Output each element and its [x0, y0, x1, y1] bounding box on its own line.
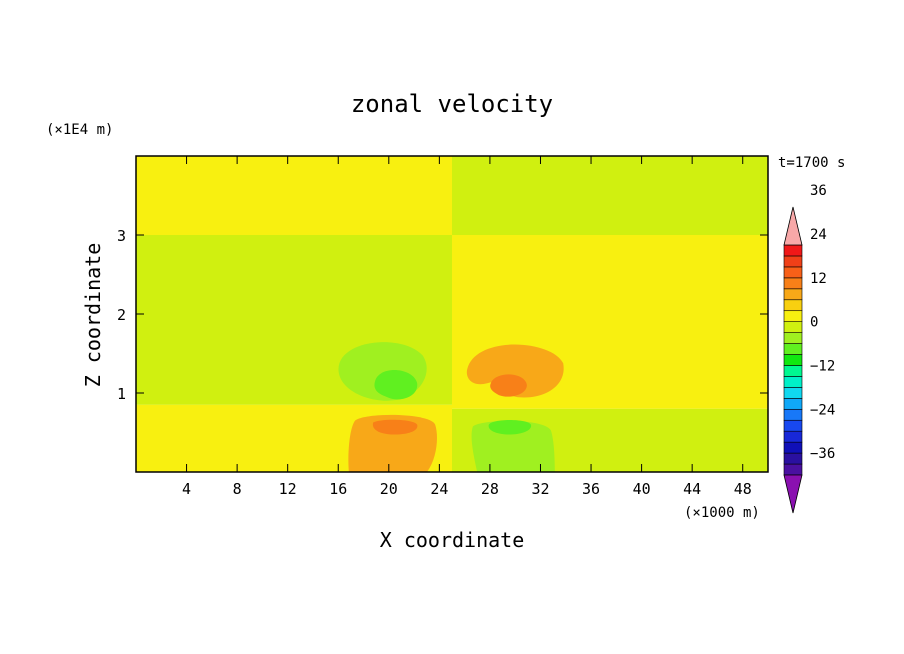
x-tick-label: 36: [582, 480, 600, 498]
colorbar-segment: [783, 255, 803, 268]
colorbar-over-arrow: [783, 206, 803, 246]
colorbar-segment: [783, 419, 803, 432]
x-tick-label: 40: [633, 480, 651, 498]
colorbar-segment: [783, 299, 803, 312]
colorbar-segment: [783, 387, 803, 399]
colorbar-segment: [783, 376, 803, 388]
colorbar-segment: [783, 288, 803, 301]
colorbar-segment: [783, 266, 803, 279]
y-axis: 1 2 3: [117, 227, 768, 403]
colorbar-tick-label: −12: [810, 358, 835, 374]
anomaly-cell: [374, 370, 418, 400]
x-axis-label: X coordinate: [380, 528, 525, 552]
colorbar-tick-label: 24: [810, 227, 827, 243]
colorbar-segment: [783, 277, 803, 290]
x-tick-label: 20: [380, 480, 398, 498]
colorbar-segment: [783, 398, 803, 410]
y-tick-label: 3: [117, 227, 126, 245]
y-unit-label: (×1E4 m): [46, 122, 113, 138]
colorbar-tick-label: −36: [810, 446, 835, 462]
x-tick-label: 44: [683, 480, 701, 498]
anomaly-cell: [490, 374, 527, 397]
colorbar-segment: [783, 343, 803, 355]
field-region: [452, 156, 768, 235]
colorbar: 36 24 12 0 −12 −24 −36: [783, 183, 835, 514]
anomaly-cell: [372, 419, 418, 435]
anomaly-cell: [488, 420, 532, 435]
plot-area: [135, 155, 769, 473]
colorbar-segment: [783, 441, 803, 454]
colorbar-segment: [783, 244, 803, 257]
x-tick-label: 16: [329, 480, 347, 498]
anomaly-cell: [466, 344, 564, 398]
colorbar-segment: [783, 321, 803, 333]
colorbar-under-arrow: [783, 474, 803, 514]
time-label: t=1700 s: [778, 155, 845, 171]
colorbar-segment: [783, 430, 803, 443]
colorbar-tick-label: −24: [810, 402, 835, 418]
y-axis-label: Z coordinate: [81, 243, 105, 388]
colorbar-segment: [783, 452, 803, 465]
x-tick-label: 48: [734, 480, 752, 498]
x-tick-label: 8: [233, 480, 242, 498]
anomaly-cell: [471, 420, 555, 472]
x-unit-label: (×1000 m): [684, 505, 760, 521]
y-tick-label: 2: [117, 306, 126, 324]
chart-title: zonal velocity: [351, 90, 553, 118]
x-axis: 4 8 12 16 20 24 28 32 36 40 44 48: [182, 156, 752, 498]
colorbar-segment: [783, 310, 803, 322]
x-tick-label: 24: [430, 480, 448, 498]
colorbar-tick-label: 12: [810, 271, 827, 287]
x-tick-label: 32: [531, 480, 549, 498]
colorbar-tick-label: 36: [810, 183, 827, 199]
colorbar-segment: [783, 354, 803, 366]
colorbar-tick-label: 0: [810, 315, 818, 331]
colorbar-segment: [783, 365, 803, 377]
x-tick-label: 28: [481, 480, 499, 498]
field-region: [136, 156, 452, 235]
x-tick-label: 12: [279, 480, 297, 498]
colorbar-segment: [783, 408, 803, 421]
colorbar-segment: [783, 463, 803, 476]
colorbar-segment: [783, 332, 803, 344]
y-tick-label: 1: [117, 385, 126, 403]
x-tick-label: 4: [182, 480, 191, 498]
